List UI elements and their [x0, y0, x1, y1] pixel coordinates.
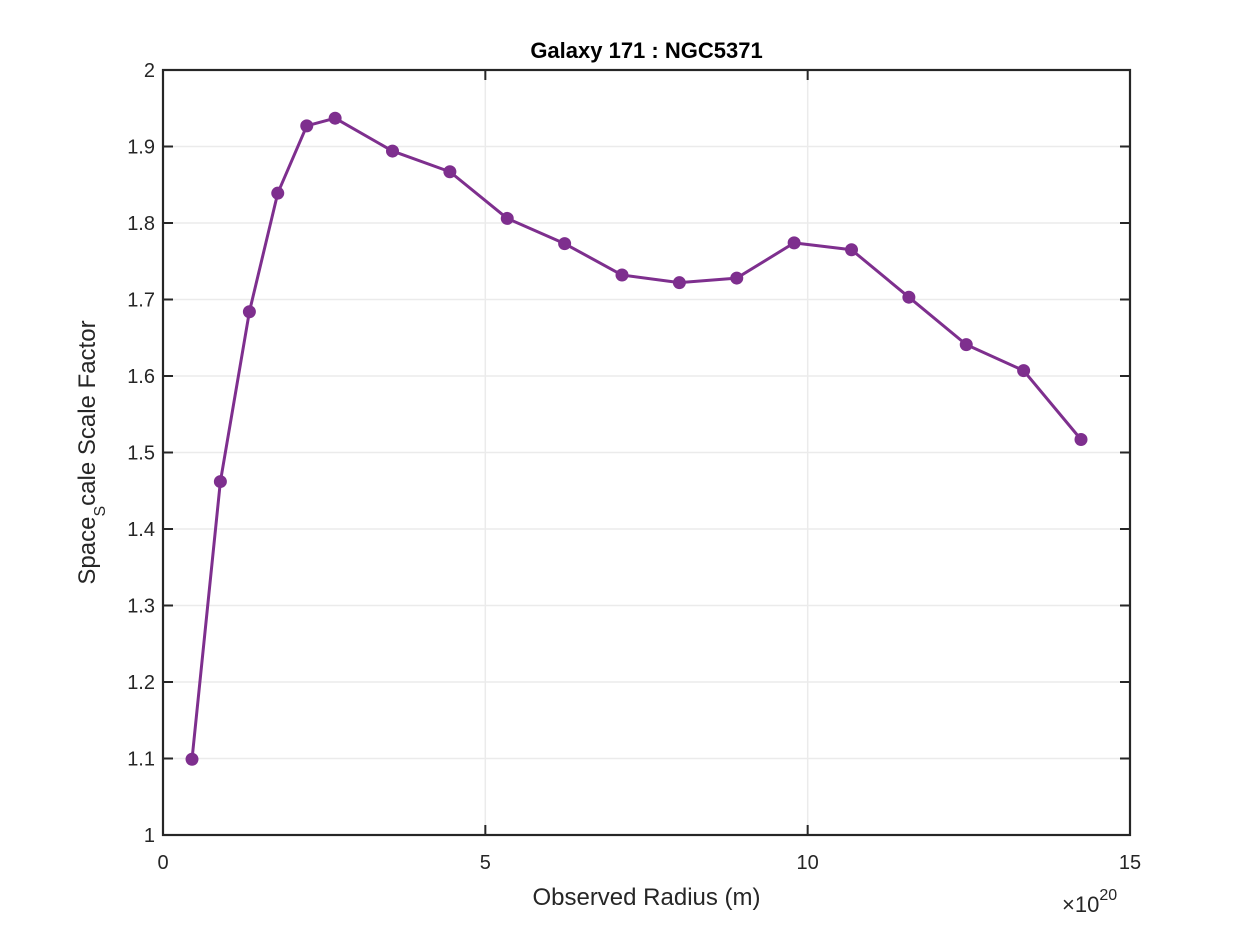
data-point: [242, 305, 256, 319]
y-tick-label: 1.2: [127, 672, 155, 694]
plot-area: [161, 68, 1132, 837]
x-tick-label: 10: [797, 852, 819, 874]
y-axis-label: SpaceScale Scale Factor: [74, 320, 109, 584]
y-tick-label: 1.7: [127, 290, 155, 312]
x-axis-multiplier: ×1020: [1062, 887, 1117, 917]
data-point: [902, 290, 916, 304]
y-tick-label: 1.6: [127, 366, 155, 388]
data-point: [443, 165, 457, 179]
x-axis-multiplier-base: ×10: [1062, 892, 1099, 917]
data-point: [959, 338, 973, 352]
data-point: [672, 276, 686, 290]
data-point: [558, 237, 572, 251]
data-point: [787, 236, 801, 250]
y-tick-label: 1.9: [127, 137, 155, 159]
x-tick-label: 0: [157, 852, 168, 874]
y-tick-label: 1.4: [127, 519, 155, 541]
x-tick-label: 15: [1119, 852, 1141, 874]
y-tick-label: 1.8: [127, 213, 155, 235]
data-point: [386, 144, 400, 158]
y-axis-label-subscript: S: [92, 506, 109, 517]
grid: [162, 69, 1131, 836]
data-point: [615, 268, 629, 282]
data-point: [845, 243, 859, 257]
data-point: [1074, 432, 1088, 446]
data-point: [730, 271, 744, 285]
y-tick-label: 1.3: [127, 596, 155, 618]
series-line: [190, 116, 1083, 760]
data-point: [271, 186, 285, 200]
y-axis-label-rest: cale Scale Factor: [74, 320, 101, 505]
data-point: [185, 752, 199, 766]
y-tick-label: 2: [144, 60, 155, 82]
x-axis-label: Observed Radius (m): [532, 884, 760, 911]
x-tick-labels: 0 5 10 15: [157, 852, 1141, 874]
y-tick-labels: 1 1.1 1.2 1.3 1.4 1.5 1.6 1.7 1.8 1.9 2: [127, 60, 155, 847]
data-point: [213, 475, 227, 489]
data-point: [328, 111, 342, 125]
chart-title: Galaxy 171 : NGC5371: [530, 38, 762, 63]
y-axis-label-main: Space: [74, 517, 101, 585]
y-tick-label: 1.5: [127, 443, 155, 465]
data-point: [300, 119, 314, 133]
x-axis-multiplier-exponent: 20: [1099, 887, 1117, 904]
data-point: [1017, 364, 1031, 378]
data-point: [500, 211, 514, 225]
x-tick-label: 5: [480, 852, 491, 874]
y-tick-label: 1: [144, 825, 155, 847]
series: [185, 111, 1088, 766]
y-tick-label: 1.1: [127, 749, 155, 771]
